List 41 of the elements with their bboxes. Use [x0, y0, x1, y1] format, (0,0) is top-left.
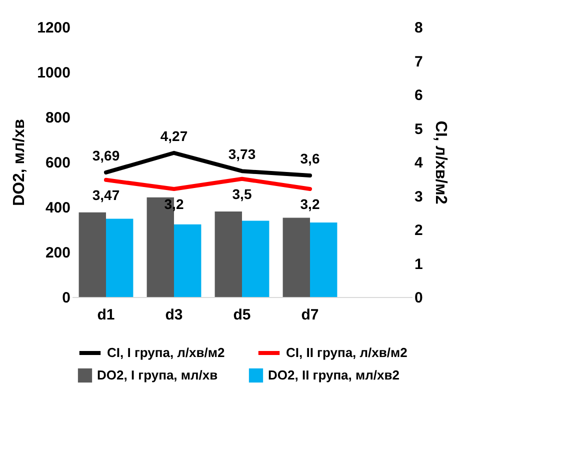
y-axis-title: DO2, мл/хв: [11, 118, 28, 206]
data-label: 3,47: [92, 186, 120, 203]
data-label: 3,6: [300, 150, 320, 166]
x-tick-label: d3: [165, 306, 183, 324]
y2-tick-label: 4: [414, 154, 424, 172]
y-tick-label: 0: [62, 290, 70, 306]
x-tick-label: d1: [97, 306, 115, 324]
legend-label: CI, I група, л/хв/м2: [107, 345, 225, 360]
y-tick-label: 200: [45, 244, 70, 262]
y-tick-label: 1000: [37, 64, 70, 82]
y2-tick-label: 1: [414, 256, 423, 273]
y-tick-label: 800: [45, 110, 70, 126]
y2-tick-label: 0: [414, 290, 423, 306]
legend-label: DO2, II група, мл/хв2: [268, 367, 400, 382]
bar: [242, 220, 270, 297]
y2-axis-title: CI, л/хв/м2: [432, 120, 449, 204]
data-label: 3,69: [92, 147, 120, 164]
bar: [106, 218, 134, 297]
y-tick-label: 400: [45, 200, 70, 216]
bar: [214, 212, 242, 297]
bar: [174, 224, 202, 297]
y2-tick-label: 8: [414, 20, 423, 36]
y-tick-label: 600: [45, 154, 70, 172]
bar: [78, 212, 106, 297]
bar: [282, 218, 310, 297]
y2-tick-label: 7: [414, 53, 423, 70]
x-tick-label: d7: [301, 306, 319, 324]
y2-tick-label: 3: [414, 188, 423, 206]
data-label: 3,5: [232, 186, 252, 202]
y2-tick-label: 6: [414, 87, 423, 104]
legend-label: CI, II група, л/хв/м2: [286, 345, 408, 360]
data-label: 3,2: [300, 196, 320, 212]
y-tick-label: 1200: [37, 20, 70, 36]
y2-tick-label: 2: [414, 222, 423, 239]
y2-tick-label: 5: [414, 120, 423, 138]
legend-label: DO2, I група, мл/хв: [97, 367, 218, 382]
data-label: 3,73: [228, 146, 256, 162]
bar: [310, 222, 338, 297]
x-tick-label: d5: [233, 306, 251, 324]
data-label: 3,2: [164, 196, 184, 212]
data-label: 4,27: [160, 128, 188, 144]
